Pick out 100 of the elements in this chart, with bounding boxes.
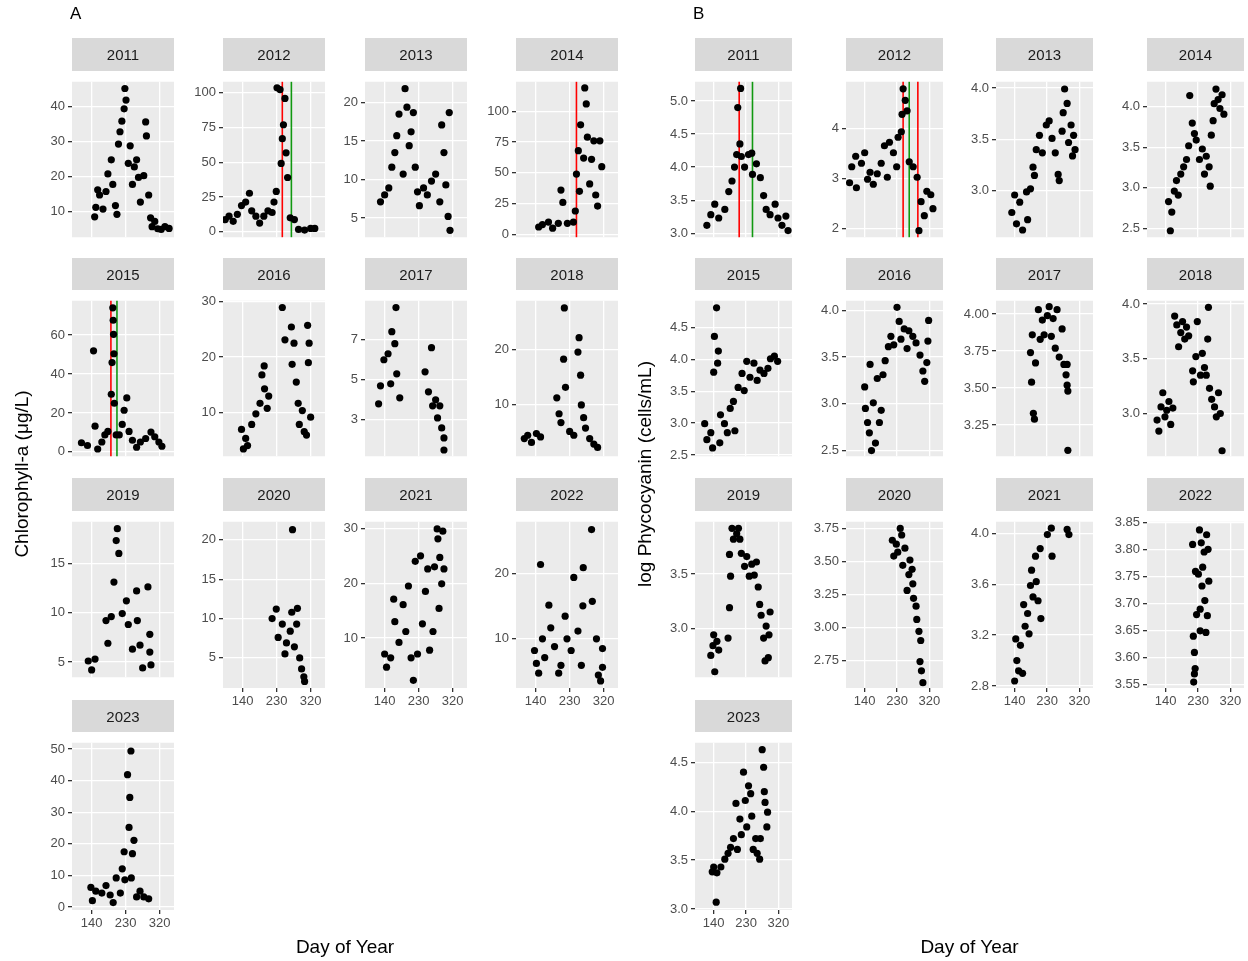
x-tick-label: 320 bbox=[299, 693, 322, 709]
y-tick-label: 20 bbox=[50, 404, 65, 420]
y-tick-label: 5 bbox=[57, 653, 65, 669]
chart-title: 2023 bbox=[72, 700, 174, 732]
y-tick-label: 4.5 bbox=[669, 319, 688, 335]
y-tick-label: 5 bbox=[350, 209, 358, 225]
y-tick-label: 40 bbox=[50, 365, 65, 381]
x-tick-label: 230 bbox=[114, 915, 137, 931]
y-tick-label: 20 bbox=[343, 94, 358, 110]
y-tick-label: 2.75 bbox=[813, 651, 839, 667]
x-tick-label: 320 bbox=[441, 693, 464, 709]
x-tick-label: 320 bbox=[148, 915, 171, 931]
y-tick-label: 20 bbox=[494, 565, 509, 581]
y-tick-label: 2.5 bbox=[820, 442, 839, 458]
y-tick-label: 3.50 bbox=[963, 379, 989, 395]
y-tick-label: 4.0 bbox=[1121, 98, 1140, 114]
y-tick-label: 3.5 bbox=[820, 348, 839, 364]
text: A bbox=[70, 4, 82, 24]
y-tick-label: 10 bbox=[50, 867, 65, 882]
y-tick-label: 0 bbox=[208, 223, 216, 239]
y-tick-label: 4.0 bbox=[1121, 295, 1140, 311]
y-tick-label: 4.0 bbox=[970, 524, 989, 540]
y-tick-label: 3.75 bbox=[813, 519, 839, 535]
y-tick-label: 10 bbox=[343, 629, 358, 645]
y-tick-label: 3.65 bbox=[1114, 622, 1140, 638]
y-tick-label: 3.6 bbox=[970, 575, 989, 591]
y-tick-label: 4.5 bbox=[669, 125, 688, 141]
y-tick-label: 3.5 bbox=[669, 191, 688, 207]
y-tick-label: 4.5 bbox=[669, 753, 688, 769]
y-tick-label: 15 bbox=[343, 132, 358, 148]
y-tick-label: 3.50 bbox=[813, 552, 839, 568]
chart-title: 2018 bbox=[1147, 258, 1244, 290]
y-tick-label: 3.2 bbox=[970, 626, 989, 642]
y-tick-label: 3.5 bbox=[1121, 350, 1140, 366]
chart-title: 2016 bbox=[846, 258, 943, 290]
y-tick-label: 3.0 bbox=[1121, 179, 1140, 195]
y-tick-label: 10 bbox=[494, 395, 509, 411]
y-tick-label: 0 bbox=[57, 898, 65, 914]
y-tick-label: 3.0 bbox=[820, 395, 839, 411]
y-tick-label: 2.5 bbox=[669, 446, 688, 462]
y-tick-label: 3.60 bbox=[1114, 649, 1140, 665]
x-tick-label: 230 bbox=[1187, 693, 1209, 709]
chart-title: 2015 bbox=[72, 258, 174, 290]
y-tick-label: 3.85 bbox=[1114, 514, 1140, 530]
text: Day of Year bbox=[920, 936, 1019, 958]
y-tick-label: 3.00 bbox=[813, 618, 839, 634]
y-tick-label: 20 bbox=[494, 340, 509, 356]
y-tick-label: 30 bbox=[343, 519, 358, 535]
chart-title: 2017 bbox=[365, 258, 467, 290]
y-tick-label: 10 bbox=[50, 604, 65, 620]
y-tick-label: 60 bbox=[50, 326, 65, 342]
x-tick-label: 140 bbox=[373, 693, 396, 709]
chart-title: 2021 bbox=[996, 478, 1093, 511]
y-tick-label: 10 bbox=[201, 610, 216, 626]
y-tick-label: 10 bbox=[50, 203, 65, 219]
y-tick-label: 25 bbox=[494, 195, 509, 211]
x-tick-label: 320 bbox=[1068, 693, 1091, 709]
y-tick-label: 15 bbox=[201, 570, 216, 586]
y-tick-label: 3.5 bbox=[669, 851, 688, 867]
y-tick-label: 3.70 bbox=[1114, 595, 1140, 611]
y-tick-label: 3.0 bbox=[669, 900, 688, 916]
x-tick-label: 230 bbox=[886, 693, 908, 709]
x-tick-label: 230 bbox=[407, 693, 430, 709]
y-tick-label: 15 bbox=[50, 554, 65, 570]
y-tick-label: 30 bbox=[50, 803, 65, 819]
text: Day of Year bbox=[295, 936, 395, 958]
x-tick-label: 140 bbox=[702, 915, 725, 931]
chart-title: 2016 bbox=[223, 258, 325, 290]
y-tick-label: 3.5 bbox=[669, 382, 688, 398]
y-tick-label: 7 bbox=[350, 331, 358, 347]
y-tick-label: 3.5 bbox=[669, 565, 688, 581]
chart-title: 2012 bbox=[846, 38, 943, 71]
y-tick-label: 40 bbox=[50, 772, 65, 788]
y-tick-label: 30 bbox=[50, 133, 65, 149]
y-tick-label: 3.0 bbox=[669, 414, 688, 430]
x-tick-label: 230 bbox=[265, 693, 288, 709]
x-tick-label: 140 bbox=[231, 693, 254, 709]
text: log Phycocyanin (cells/mL) bbox=[634, 361, 656, 587]
chart-title: 2012 bbox=[223, 38, 325, 71]
x-tick-label: 320 bbox=[1219, 693, 1242, 709]
chart-title: 2017 bbox=[996, 258, 1093, 290]
chart-title: 2018 bbox=[516, 258, 618, 290]
chart-title: 2020 bbox=[223, 478, 325, 511]
y-tick-label: 3.0 bbox=[669, 619, 688, 635]
y-tick-label: 2 bbox=[831, 219, 839, 235]
y-tick-label: 20 bbox=[50, 168, 65, 184]
y-tick-label: 10 bbox=[343, 171, 358, 187]
chart-title: 2014 bbox=[1147, 38, 1244, 71]
x-tick-label: 140 bbox=[1003, 693, 1026, 709]
y-tick-label: 50 bbox=[201, 153, 216, 169]
chart-title: 2019 bbox=[72, 478, 174, 511]
y-tick-label: 4 bbox=[831, 119, 839, 135]
y-tick-label: 5.0 bbox=[669, 92, 688, 108]
chart-title: 2013 bbox=[996, 38, 1093, 71]
y-tick-label: 3 bbox=[350, 411, 358, 427]
y-tick-label: 4.00 bbox=[963, 305, 989, 321]
y-tick-label: 3.55 bbox=[1114, 676, 1140, 692]
x-tick-label: 140 bbox=[80, 915, 103, 931]
chart-title: 2021 bbox=[365, 478, 467, 511]
y-tick-label: 25 bbox=[201, 188, 216, 204]
